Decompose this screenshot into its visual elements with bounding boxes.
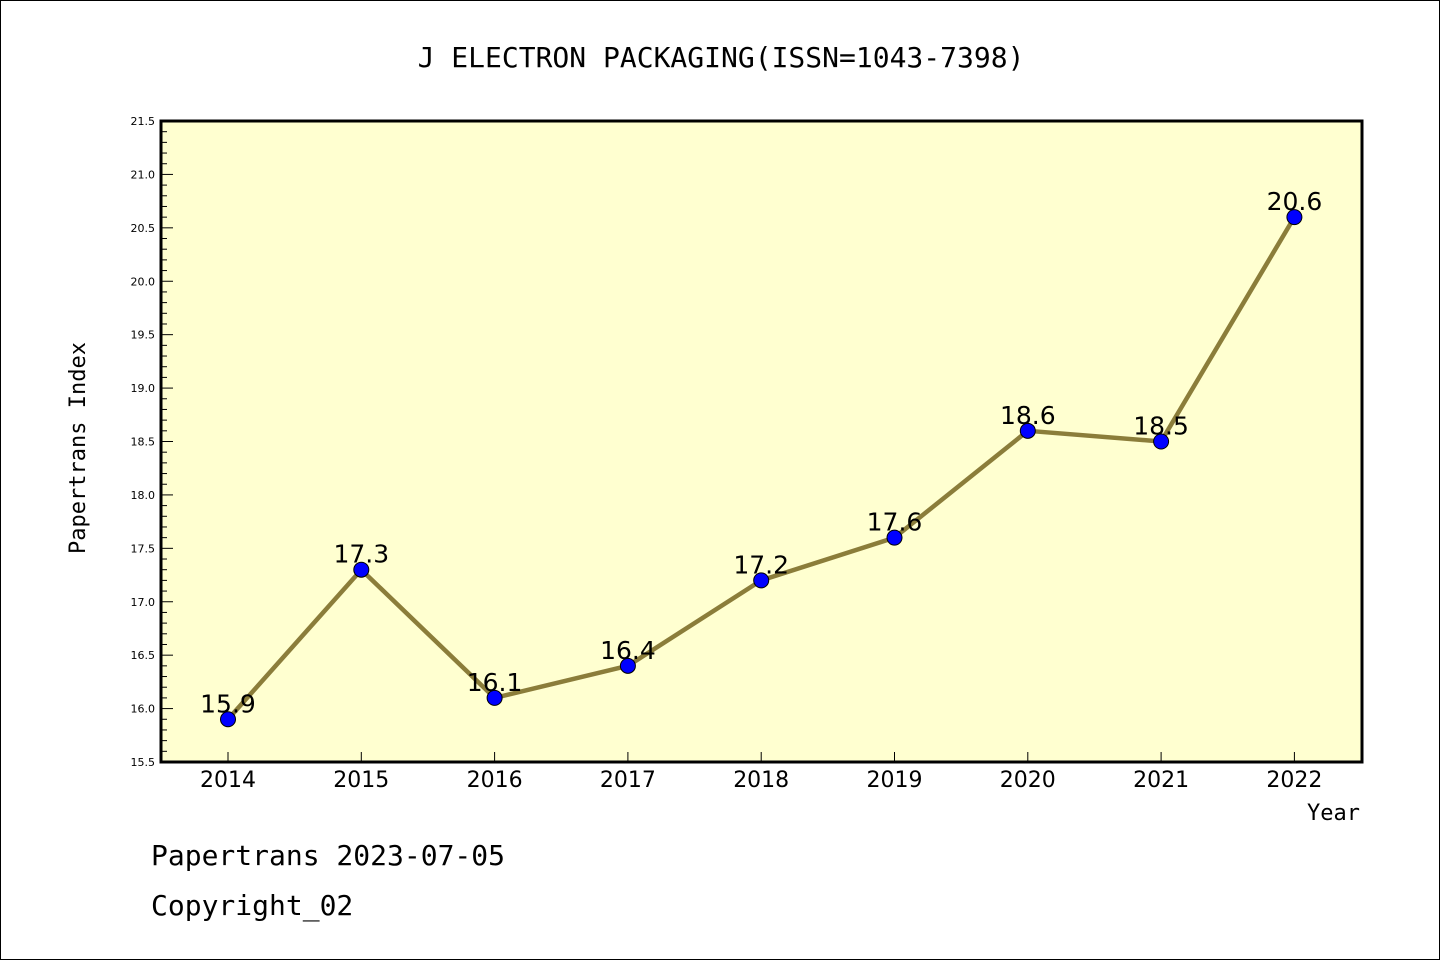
data-label: 17.6 (867, 508, 923, 537)
data-label: 15.9 (200, 689, 256, 718)
x-tick-label: 2020 (1000, 768, 1056, 793)
y-tick-label: 17.0 (131, 596, 156, 609)
y-tick-label: 19.0 (131, 382, 156, 395)
x-tick-label: 2022 (1266, 768, 1322, 793)
data-label: 17.2 (733, 550, 789, 579)
data-label: 17.3 (333, 540, 389, 569)
x-tick-label: 2018 (733, 768, 789, 793)
x-tick-label: 2021 (1133, 768, 1189, 793)
x-axis: 2014 2015 2016 2017 2018 2019 2020 2021 2022 (200, 752, 1322, 793)
data-point (886, 529, 903, 546)
data-point (486, 689, 503, 706)
y-tick-label: 16.0 (131, 703, 156, 716)
x-tick-label: 2016 (467, 768, 523, 793)
data-point (1019, 422, 1036, 439)
x-axis-label: Year (1307, 801, 1360, 826)
footer-copyright: Copyright_02 (151, 889, 353, 923)
y-axis-label: Papertrans Index (66, 342, 91, 554)
data-point (220, 711, 236, 728)
y-tick-label: 16.5 (131, 649, 156, 662)
y-tick-label: 17.5 (131, 542, 156, 555)
x-tick-label: 2015 (333, 768, 389, 793)
data-point (353, 561, 370, 578)
data-label: 20.6 (1267, 187, 1323, 216)
plot-area (161, 121, 1362, 762)
y-tick-label: 18.5 (131, 436, 156, 449)
data-label: 16.1 (467, 668, 523, 697)
y-axis: 15.5 16.0 16.5 17.0 17.5 18.0 18.5 19.0 19.5 20.0… (131, 115, 173, 769)
y-tick-label: 20.0 (131, 275, 156, 288)
data-label: 18.5 (1133, 412, 1189, 441)
data-point (1153, 433, 1170, 450)
series-markers (220, 209, 1303, 728)
x-tick-label: 2014 (200, 768, 256, 793)
data-point (619, 657, 636, 674)
y-tick-label: 15.5 (131, 756, 156, 769)
data-labels: 15.9 17.3 16.1 16.4 17.2 17.6 18.6 18.5 20.6 (200, 187, 1322, 718)
chart-title: J ELECTRON PACKAGING(ISSN=1043-7398) (418, 41, 1025, 74)
data-point (753, 572, 770, 589)
y-tick-label: 21.5 (131, 115, 156, 128)
y-tick-label: 18.0 (131, 489, 156, 502)
y-tick-label: 20.5 (131, 222, 156, 235)
data-point (1286, 209, 1303, 226)
data-label: 18.6 (1000, 401, 1056, 430)
y-tick-label: 21.0 (131, 168, 156, 181)
y-tick-label: 19.5 (131, 329, 156, 342)
x-tick-label: 2017 (600, 768, 656, 793)
plot-border (159, 119, 1364, 764)
x-tick-label: 2019 (867, 768, 923, 793)
data-label: 16.4 (600, 636, 656, 665)
footer-date: Papertrans 2023-07-05 (151, 839, 505, 872)
